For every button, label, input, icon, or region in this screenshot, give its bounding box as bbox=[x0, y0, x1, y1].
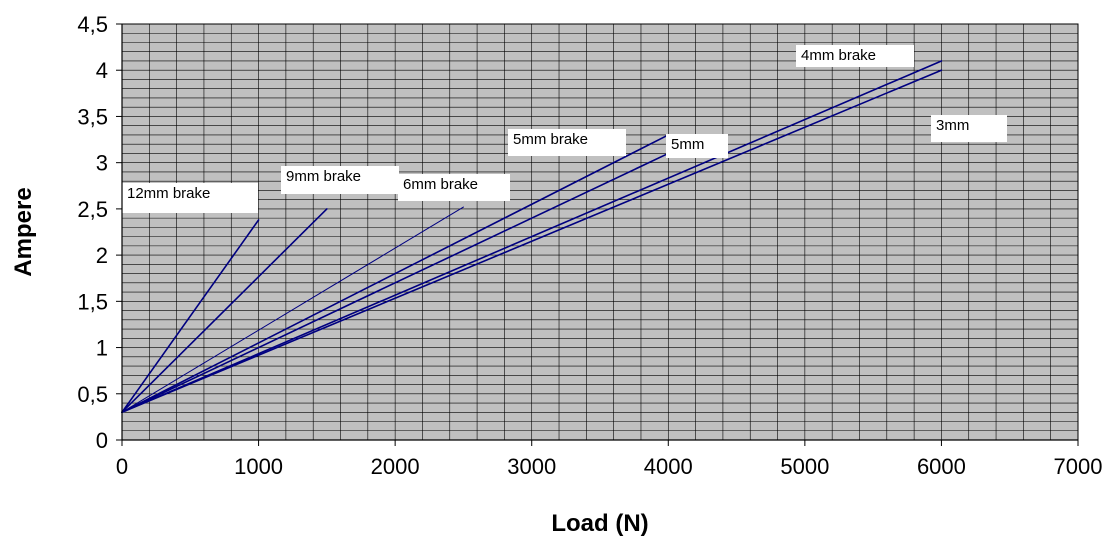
series-label-box bbox=[281, 166, 399, 194]
series-line-9mm-brake bbox=[121, 208, 328, 414]
y-tick-label: 0,5 bbox=[77, 382, 108, 407]
x-tick-label: 4000 bbox=[644, 454, 693, 479]
y-tick-label: 2 bbox=[96, 243, 108, 268]
series-line-5mm-brake bbox=[121, 134, 670, 414]
x-tick-label: 5000 bbox=[780, 454, 829, 479]
series-label-box bbox=[122, 183, 258, 213]
series-labels: 12mm brake 9mm brake 6mm brake 5mm brake 5mm… bbox=[122, 45, 1007, 213]
plot-area bbox=[121, 23, 1079, 441]
x-axis-title: Load (N) bbox=[551, 510, 648, 537]
y-tick-label: 4,5 bbox=[77, 12, 108, 37]
series-label: 12mm brake bbox=[127, 185, 210, 202]
y-axis-ticks: 0 0,5 1 1,5 2 2,5 3 3,5 4 4,5 bbox=[77, 12, 122, 453]
series-label: 6mm brake bbox=[403, 176, 478, 193]
x-axis-ticks: 0 1000 2000 3000 4000 5000 6000 7000 bbox=[116, 440, 1103, 479]
series-line-6mm-brake bbox=[121, 206, 464, 413]
y-tick-label: 3,5 bbox=[77, 104, 108, 129]
series-label-box bbox=[796, 45, 914, 67]
series-line-3mm bbox=[121, 69, 943, 414]
x-tick-label: 3000 bbox=[507, 454, 556, 479]
series-label-box bbox=[666, 134, 728, 158]
series-label-box bbox=[931, 115, 1007, 142]
series-label: 5mm brake bbox=[513, 131, 588, 148]
y-tick-label: 3 bbox=[96, 151, 108, 176]
series-label: 3mm bbox=[936, 117, 969, 134]
y-tick-label: 4 bbox=[96, 58, 108, 83]
series-label: 9mm brake bbox=[286, 168, 361, 185]
x-tick-label: 6000 bbox=[917, 454, 966, 479]
x-tick-label: 1000 bbox=[234, 454, 283, 479]
series-line-4mm-brake bbox=[121, 60, 943, 414]
x-tick-label: 0 bbox=[116, 454, 128, 479]
x-tick-label: 2000 bbox=[371, 454, 420, 479]
y-tick-label: 2,5 bbox=[77, 197, 108, 222]
y-tick-label: 0 bbox=[96, 428, 108, 453]
series-label: 4mm brake bbox=[801, 47, 876, 64]
y-tick-label: 1,5 bbox=[77, 289, 108, 314]
series-lines bbox=[121, 60, 943, 414]
series-line-12mm-brake bbox=[121, 219, 260, 414]
x-tick-label: 7000 bbox=[1054, 454, 1103, 479]
y-axis-title: Ampere bbox=[10, 187, 37, 276]
series-label-box bbox=[508, 129, 626, 156]
series-line-5mm bbox=[121, 152, 670, 414]
y-tick-label: 1 bbox=[96, 336, 108, 361]
series-label: 5mm bbox=[671, 136, 704, 153]
series-label-box bbox=[398, 174, 510, 201]
